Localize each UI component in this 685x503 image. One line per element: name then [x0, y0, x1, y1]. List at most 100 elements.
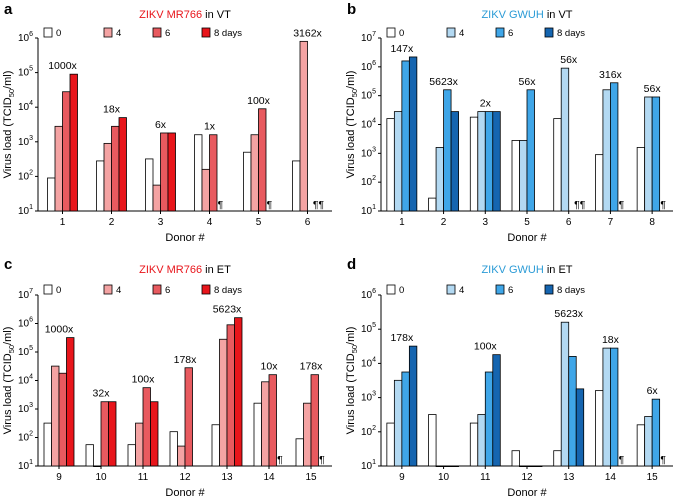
- panel-a-legend-swatch-2: [152, 27, 162, 38]
- panel-d-x-axis-label: Donor #: [507, 487, 547, 499]
- panel-d-bar-donor-14-6: [610, 347, 619, 467]
- panel-c-fold-change-14: 10x: [261, 361, 279, 373]
- panel-d-fold-change-15: 6x: [647, 385, 659, 397]
- panel-a-bar-donor-3-4: [152, 184, 161, 212]
- panel-a-legend-label-3: 8 days: [214, 28, 242, 39]
- panel-b-legend-swatch-2: [495, 27, 505, 38]
- panel-a-fold-change-2: 18x: [103, 104, 121, 116]
- panel-c-legend-swatch-1: [103, 284, 113, 295]
- panel-c-x-tick-label: 9: [56, 472, 62, 483]
- panel-b-bar-donor-1-6: [401, 60, 410, 212]
- panel-d-bar-donor-14-4: [602, 347, 611, 467]
- panel-a-bar-donor-4-4: [201, 168, 210, 212]
- panel-d-bar-donor-10-4: [435, 465, 444, 468]
- panel-d-bar-donor-11-6: [484, 371, 494, 467]
- panel-c-title-rest: in ET: [202, 264, 231, 276]
- panel-a-fold-change-3: 6x: [155, 119, 167, 131]
- panel-c-x-tick-label: 11: [138, 472, 149, 483]
- panel-d-legend-swatch-1: [446, 284, 456, 295]
- panel-b-title-rest: in VT: [544, 9, 573, 21]
- panel-d-bar-donor-12-8-days: [534, 465, 543, 468]
- panel-b-fold-change-2: 5623x: [429, 76, 458, 88]
- panel-d-bar-donor-13-4: [560, 321, 570, 467]
- panel-a-title: ZIKV MR766 in VT: [139, 9, 231, 21]
- panel-a-bar-donor-2-4: [103, 142, 112, 212]
- panel-a-y-tick-label: 105: [18, 66, 33, 79]
- panel-c-x-axis-label: Donor #: [165, 487, 205, 499]
- panel-b-y-tick-label: 103: [361, 146, 376, 159]
- panel-a-bar-donor-5-4: [250, 134, 259, 212]
- panel-d-bar-donor-10-6: [443, 465, 452, 468]
- panel-a-y-tick-label: 101: [18, 204, 33, 217]
- panel-d-bar-donor-10-0: [428, 414, 437, 467]
- panel-b-title: ZIKV GWUH in VT: [481, 9, 572, 21]
- panel-d-y-tick-label: 105: [361, 322, 376, 335]
- panel-c-bar-donor-12-6: [184, 367, 193, 467]
- panel-a-bar-donor-2-6: [111, 125, 120, 212]
- panel-b-bar-donor-3-0: [469, 116, 479, 212]
- panel-b-bar-donor-1-8-days: [408, 56, 418, 212]
- panel-c-bar-donor-13-6: [226, 324, 235, 467]
- panel-c-legend-label-0: 0: [56, 285, 61, 296]
- panel-b-bar-donor-5-4: [519, 140, 528, 212]
- panel-b-legend-label-3: 8 days: [557, 28, 585, 39]
- panel-d-bar-donor-12-6: [526, 465, 535, 468]
- panel-c-fold-change-10: 32x: [93, 388, 111, 400]
- panel-c-bar-donor-14-6: [268, 374, 277, 467]
- panel-d-bar-donor-15-0: [636, 424, 646, 467]
- panel-d-bar-donor-11-4: [477, 414, 486, 467]
- panel-d-x-tick-label: 13: [563, 472, 575, 483]
- panel-c-bar-donor-14-4: [261, 381, 270, 467]
- panel-a-y-tick-label: 103: [18, 135, 33, 148]
- panel-a-letter: a: [4, 1, 13, 18]
- panel-d-x-tick-label: 12: [521, 472, 533, 483]
- panel-c-x-tick-label: 14: [263, 472, 275, 483]
- panel-b-bar-donor-3-6: [484, 111, 494, 212]
- panel-a-missing-mark-6: ¶¶: [313, 199, 325, 211]
- panel-b-bar-donor-2-6: [443, 89, 452, 212]
- panel-b-bar-donor-6-4: [560, 67, 570, 212]
- panel-c-bar-donor-10-0: [85, 444, 94, 467]
- panel-a-missing-mark-5: ¶: [267, 199, 273, 211]
- panel-c-missing-mark-14: ¶: [277, 454, 283, 466]
- panel-c-legend-swatch-0: [43, 284, 53, 295]
- panel-d-bar-donor-13-6: [568, 356, 577, 467]
- panel-c-y-axis-label: Virus load (TCID50/ml): [2, 327, 16, 435]
- panel-d-legend-swatch-3: [544, 284, 554, 295]
- panel-b-fold-change-7: 316x: [599, 69, 623, 81]
- panel-b-y-tick-label: 102: [361, 175, 376, 188]
- panel-d-y-tick-label: 106: [361, 288, 376, 301]
- panel-b-bar-donor-3-8-days: [492, 111, 501, 212]
- panel-c-bar-donor-12-4: [177, 445, 186, 467]
- panel-b-fold-change-1: 147x: [390, 43, 414, 55]
- panel-c-bar-donor-9-8-days: [66, 337, 75, 467]
- panel-a-bar-donor-5-0: [243, 151, 252, 212]
- panel-d-legend-label-2: 6: [508, 285, 513, 296]
- panel-a-title-rest: in VT: [202, 9, 231, 21]
- panel-a-bar-donor-1-0: [47, 177, 56, 212]
- panel-a-title-virus: ZIKV MR766: [139, 9, 202, 21]
- panel-b-x-tick-label: 5: [524, 217, 530, 228]
- panel-b-legend-label-1: 4: [459, 28, 464, 39]
- panel-d-fold-change-14: 18x: [602, 334, 620, 346]
- panel-d-bar-donor-11-0: [469, 422, 479, 467]
- panel-a-x-tick-label: 4: [207, 217, 213, 228]
- panel-a-bar-donor-1-4: [54, 125, 63, 212]
- panel-d-legend-swatch-2: [495, 284, 505, 295]
- panel-c-x-tick-label: 12: [179, 472, 191, 483]
- panel-a-bar-donor-5-6: [258, 108, 267, 212]
- panel-a-bar-donor-1-8-days: [69, 73, 78, 212]
- panel-c-fold-change-9: 1000x: [45, 324, 74, 336]
- panel-d-bar-donor-9-8-days: [408, 345, 418, 467]
- panel-c-legend-label-3: 8 days: [214, 285, 242, 296]
- panel-c-bar-donor-13-4: [219, 338, 228, 467]
- panel-b-y-tick-label: 107: [361, 31, 376, 44]
- panel-c-bar-donor-10-4: [93, 465, 102, 468]
- panel-c-letter: c: [4, 256, 12, 273]
- panel-a-bar-donor-3-6: [160, 132, 169, 212]
- panel-a-y-tick-label: 104: [18, 100, 33, 113]
- panel-a-bar-donor-3-0: [145, 158, 154, 212]
- panel-d-legend-label-1: 4: [459, 285, 464, 296]
- panel-b-bar-donor-8-6: [651, 96, 661, 212]
- panel-a-legend-label-2: 6: [165, 28, 170, 39]
